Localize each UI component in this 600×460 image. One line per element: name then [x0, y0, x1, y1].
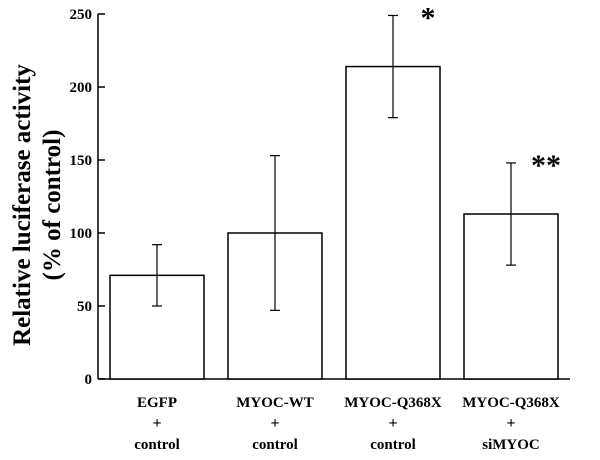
x-tick-label-sub: siMYOC [482, 437, 540, 453]
y-tick-label: 200 [70, 80, 93, 96]
y-tick-label: 50 [77, 299, 92, 315]
plot-area: 0 50 100 150 200 250 EGFP + control MYOC-WT + contr… [70, 1, 570, 453]
x-tick-label-plus: + [152, 415, 161, 432]
x-tick-label-plus: + [270, 415, 279, 432]
x-tick-label-sub: control [252, 437, 298, 453]
y-tick-label: 150 [70, 153, 93, 169]
y-axis-label: Relative luciferase activity (% of contr… [9, 64, 66, 346]
x-tick-label: EGFP [137, 395, 177, 411]
x-tick-label: MYOC-Q368X [462, 395, 560, 411]
y-axis-label-line2: (% of control) [39, 130, 66, 281]
x-tick-label-plus: + [506, 415, 515, 432]
significance-annotation: * [421, 1, 436, 34]
x-tick-label: MYOC-WT [236, 395, 314, 411]
x-tick-label-sub: control [370, 437, 416, 453]
x-tick-label: MYOC-Q368X [344, 395, 442, 411]
significance-annotation: ** [531, 149, 561, 182]
x-tick-label-sub: control [134, 437, 180, 453]
x-tick-label-plus: + [388, 415, 397, 432]
bar [345, 65, 441, 380]
y-tick-label: 250 [70, 7, 93, 23]
y-tick-label: 0 [85, 372, 93, 388]
y-tick-label: 100 [70, 226, 93, 242]
y-axis-label-line1: Relative luciferase activity [9, 64, 36, 346]
